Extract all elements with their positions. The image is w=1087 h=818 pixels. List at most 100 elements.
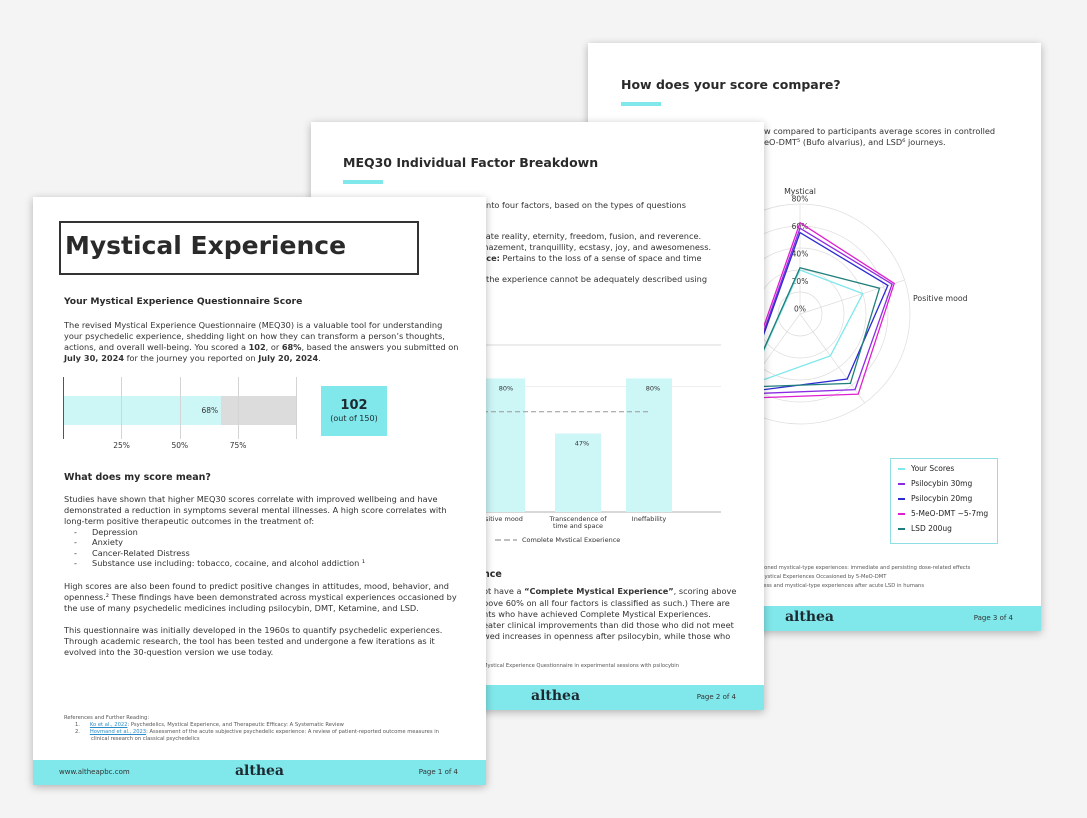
radar-spoke xyxy=(799,279,905,315)
intro-period: . xyxy=(318,353,321,363)
althea-logo: althea xyxy=(234,763,284,779)
legend-swatch xyxy=(898,498,905,500)
para2-line3: the use of many psychedelic medicines in… xyxy=(64,603,419,613)
page2-line2: ltimate reality, eternity, freedom, fusi… xyxy=(470,231,702,241)
conditions-list: Depression Anxiety Cancer-Related Distre… xyxy=(64,527,365,568)
page2-body-line3: nts who have achieved Complete Mystical … xyxy=(483,609,711,619)
journey-date: July 20, 2024 xyxy=(258,353,319,363)
althea-logo: althea xyxy=(531,688,581,704)
page2-section-heading: nce xyxy=(483,569,502,580)
bar-category-label: Ineffability xyxy=(632,515,667,523)
page3-heading: How does your score compare? xyxy=(621,77,841,92)
reference-1: 1. Ko et al., 2022: Psychedelics, Mystic… xyxy=(75,722,344,728)
page2-heading: MEQ30 Individual Factor Breakdown xyxy=(343,155,599,170)
legend-label: Psilocybin 20mg xyxy=(911,494,973,503)
score-box: 102 (out of 150) xyxy=(321,386,387,436)
body-text: ot have a xyxy=(483,586,525,596)
page3-intro-line2: eO-DMT⁵ (Bufo alvarius), and LSD⁶ journe… xyxy=(764,137,946,147)
score-raw: 102 xyxy=(248,342,266,352)
meaning-line3: long-term positive therapeutic outcomes … xyxy=(64,516,315,526)
legend-item-5-meo-dmt: 5-MeO-DMT ~5-7mg xyxy=(898,509,988,521)
intro-text: , based the answers you submitted on xyxy=(301,342,459,352)
progress-fill xyxy=(63,396,222,425)
bar-value-label: 80% xyxy=(646,384,660,392)
body-bold: “Complete Mystical Experience” xyxy=(524,586,674,596)
radar-tick-label: 80% xyxy=(792,195,809,204)
page1-footer: www.altheapbc.com althea Page 1 of 4 xyxy=(33,760,486,785)
meaning-line2: demonstrated a reduction in symptoms sev… xyxy=(64,505,447,515)
intro-line2: your psychedelic experience, shedding li… xyxy=(64,331,445,341)
page2-body-line1: ot have a “Complete Mystical Experience”… xyxy=(483,586,736,596)
website-link[interactable]: www.altheapbc.com xyxy=(59,768,130,776)
report-page-1: Mystical Experience Your Mystical Experi… xyxy=(33,197,486,785)
bar-category-label: Transcendence of xyxy=(548,515,607,523)
score-subheading: Your Mystical Experience Questionnaire S… xyxy=(64,296,303,307)
intro-text: , or xyxy=(265,342,282,352)
intro-line1: The revised Mystical Experience Question… xyxy=(64,320,443,330)
bar xyxy=(626,378,672,512)
para2-line1: High scores are also been found to predi… xyxy=(64,581,450,591)
intro-line4: July 30, 2024 for the journey you report… xyxy=(64,353,321,363)
legend-item-lsd: LSD 200ug xyxy=(898,524,952,536)
list-item: Anxiety xyxy=(64,537,365,548)
page3-intro-line1: w compared to participants average score… xyxy=(764,126,996,136)
radar-tick-label: 40% xyxy=(792,250,809,259)
page2-number: Page 2 of 4 xyxy=(696,693,736,701)
page1-number: Page 1 of 4 xyxy=(418,768,458,776)
bar-category-label: ositive mood xyxy=(481,515,523,523)
list-item: Depression xyxy=(64,527,365,538)
progress-gridline xyxy=(237,377,239,439)
score-pct: 68% xyxy=(281,342,302,352)
ref-link[interactable]: Hovmand et al., 2023 xyxy=(89,729,147,735)
ref-text: : Assessment of the acute subjective psy… xyxy=(146,729,439,735)
althea-logo: althea xyxy=(784,609,834,625)
radar-legend: Your Scores Psilocybin 30mg Psilocybin 2… xyxy=(890,458,998,544)
score-box-value: 102 xyxy=(340,398,368,413)
score-progress-bar: 68% 25% 50% 75% xyxy=(63,377,297,450)
para3-line1: This questionnaire was initially develop… xyxy=(64,625,443,635)
page2-heading-accent xyxy=(343,180,383,184)
references-heading: References and Further Reading: xyxy=(64,715,150,721)
page3-ref-2: Mystical Experiences Occasioned by 5-MeO… xyxy=(760,574,887,580)
legend-swatch xyxy=(898,513,905,515)
intro-text: for the journey you reported on xyxy=(124,353,259,363)
bar-category-label: time and space xyxy=(553,522,603,530)
legend-item-your-scores: Your Scores xyxy=(898,464,954,476)
page1-title: Mystical Experience xyxy=(65,231,347,260)
page2-line1: nto four factors, based on the types of … xyxy=(486,200,686,210)
legend-swatch xyxy=(898,468,905,470)
page2-line3: f amazement, tranquillity, ecstasy, joy,… xyxy=(470,242,712,252)
legend-item-psilocybin-30: Psilocybin 30mg xyxy=(898,479,972,491)
reference-2-cont: clinical research on classical psychedel… xyxy=(91,736,200,742)
page2-line5: hat the experience cannot be adequately … xyxy=(470,274,708,284)
body-text: , scoring above xyxy=(673,586,737,596)
progress-gridline xyxy=(179,377,181,439)
radar-axis-label: Positive mood xyxy=(913,294,968,303)
progress-tick-label: 50% xyxy=(171,441,189,450)
page3-ref-3: ness and mystical-type experiences after… xyxy=(760,583,925,589)
progress-gridline xyxy=(121,377,123,439)
legend-label: 5-MeO-DMT ~5-7mg xyxy=(911,509,989,518)
legend-swatch xyxy=(898,483,905,485)
list-item: Cancer-Related Distress xyxy=(64,548,365,559)
title-box: Mystical Experience xyxy=(59,221,419,275)
reference-2: 2. Hovmand et al., 2023: Assessment of t… xyxy=(75,729,439,735)
bar-value-label: 80% xyxy=(499,384,513,392)
ref-link[interactable]: Ko et al., 2022 xyxy=(89,722,128,728)
legend-item-psilocybin-20: Psilocybin 20mg xyxy=(898,494,972,506)
progress-gridline xyxy=(296,377,297,439)
legend-label: LSD 200ug xyxy=(911,524,952,533)
radar-axis-label: Mystical xyxy=(784,187,816,196)
intro-line3: actions, and overall well-being. You sco… xyxy=(64,342,458,352)
legend-label: Psilocybin 30mg xyxy=(911,479,973,488)
score-box-caption: (out of 150) xyxy=(330,414,378,423)
page2-body-line5: wed increases in openness after psilocyb… xyxy=(483,631,731,641)
ref-text: : Psychedelics, Mystical Experience, and… xyxy=(127,722,344,728)
list-item: Substance use including: tobacco, cocain… xyxy=(64,558,365,569)
page3-heading-accent xyxy=(621,102,661,106)
legend-label: Your Scores xyxy=(911,464,955,473)
radar-series xyxy=(745,267,881,388)
ref-number: 1. xyxy=(75,722,80,728)
bar-legend-label: Complete Mystical Experience xyxy=(522,536,620,542)
